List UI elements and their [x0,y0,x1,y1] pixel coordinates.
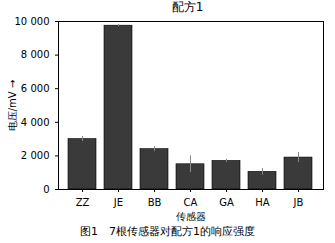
svg-text:GA: GA [219,197,234,208]
svg-text:2 000: 2 000 [21,150,50,161]
svg-text:电压/mV →: 电压/mV → [7,80,18,132]
html-text:配方1: 配方1 [171,0,204,14]
svg-text:10 000: 10 000 [15,16,50,27]
svg-text:CA: CA [184,197,198,208]
svg-text:传感器: 传感器 [176,211,206,222]
html-text:图1 7根传感器对配方1的响应强度: 图1 7根传感器对配方1的响应强度 [80,225,255,238]
svg-text:HA: HA [255,197,270,208]
svg-text:4 000: 4 000 [21,117,50,128]
svg-text:6 000: 6 000 [21,83,50,94]
svg-text:ZZ: ZZ [76,197,90,208]
svg-text:BB: BB [148,197,162,208]
svg-text:JE: JE [113,197,123,208]
svg-text:JB: JB [293,197,304,208]
svg-text:8 000: 8 000 [21,49,50,60]
svg-text:0: 0 [43,184,49,195]
